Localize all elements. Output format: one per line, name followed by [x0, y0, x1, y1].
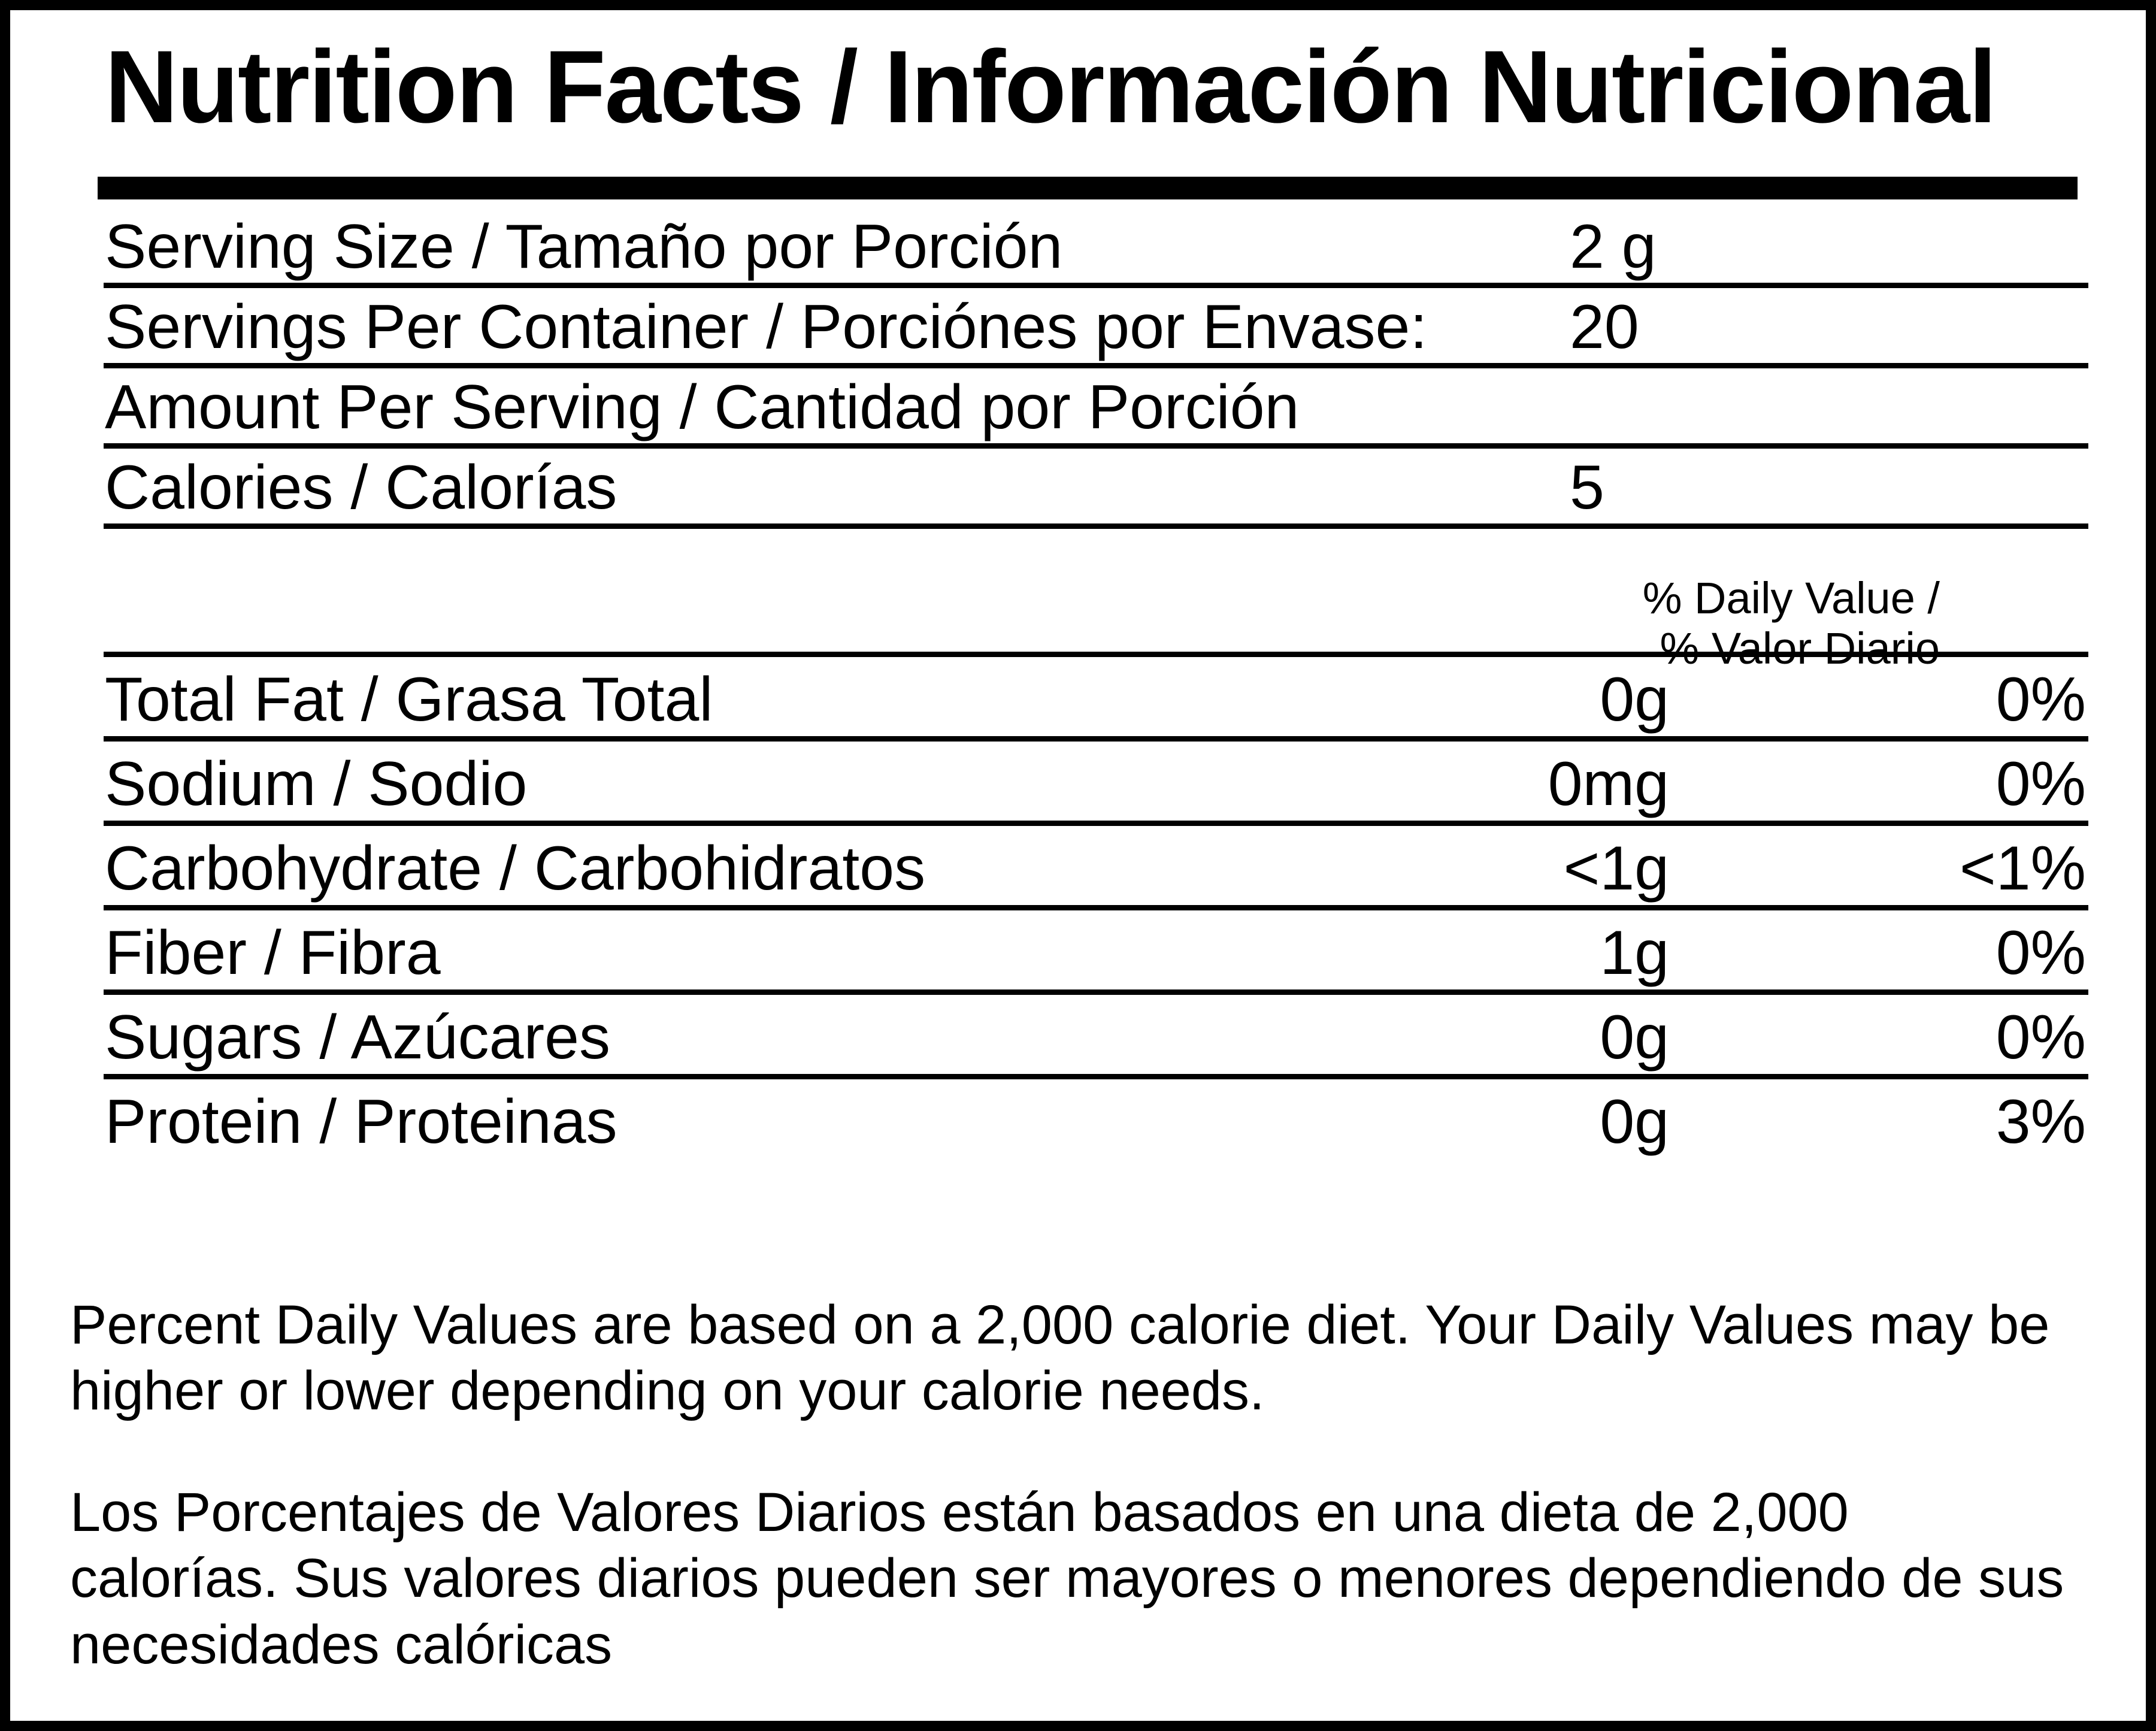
nutrient-name: Sodium / Sodio: [105, 749, 528, 819]
servings-per-container-row: Servings Per Container / Porciónes por E…: [104, 288, 2088, 368]
nutrient-amount: 0g: [1600, 665, 1669, 734]
serving-size-value: 2 g: [1570, 212, 1657, 282]
nutrient-daily-value: 0%: [1995, 749, 2086, 819]
amount-per-serving-label: Amount Per Serving / Cantidad por Porció…: [105, 373, 1300, 442]
nutrient-daily-value: 3%: [1995, 1087, 2086, 1157]
footnote-spanish: Los Porcentajes de Valores Diarios están…: [70, 1481, 2064, 1675]
nutrient-amount: 0g: [1600, 1003, 1669, 1072]
nutrient-amount: 0mg: [1548, 749, 1669, 819]
daily-value-header-line2: % Valor Diario: [1660, 623, 1940, 673]
footnote-english: Percent Daily Values are based on a 2,00…: [70, 1294, 2050, 1422]
table-row: Sodium / Sodio 0mg 0%: [104, 742, 2088, 826]
nutrition-table: Serving Size / Tamaño por Porción 2 g Se…: [104, 208, 2088, 1164]
nutrient-daily-value: 0%: [1995, 1003, 2086, 1072]
table-row: Protein / Proteinas 0g 3%: [104, 1079, 2088, 1164]
serving-size-label: Serving Size / Tamaño por Porción: [105, 212, 1063, 282]
label-inner: Nutrition Facts / Información Nutriciona…: [10, 10, 2146, 1721]
nutrient-name: Total Fat / Grasa Total: [105, 665, 713, 734]
nutrient-amount: 0g: [1600, 1087, 1669, 1157]
daily-value-header-row: % Daily Value / % Valor Diario: [104, 529, 2088, 673]
nutrient-daily-value: 0%: [1995, 665, 2086, 734]
nutrient-daily-value: <1%: [1959, 834, 2086, 903]
calories-label: Calories / Calorías: [105, 453, 617, 522]
serving-size-row: Serving Size / Tamaño por Porción 2 g: [104, 208, 2088, 288]
servings-per-container-label: Servings Per Container / Porciónes por E…: [105, 292, 1428, 362]
table-row: Carbohydrate / Carbohidratos <1g <1%: [104, 826, 2088, 910]
page-title: Nutrition Facts / Información Nutriciona…: [105, 29, 1997, 144]
table-row: Total Fat / Grasa Total 0g 0%: [104, 657, 2088, 742]
title-divider-bar: [98, 177, 2078, 199]
amount-per-serving-row: Amount Per Serving / Cantidad por Porció…: [104, 368, 2088, 449]
nutrient-name: Protein / Proteinas: [105, 1087, 617, 1157]
nutrient-name: Fiber / Fibra: [105, 918, 441, 988]
nutrient-amount: <1g: [1563, 834, 1669, 903]
daily-value-header: % Daily Value / % Valor Diario: [1643, 573, 1940, 673]
footnotes: Percent Daily Values are based on a 2,00…: [70, 1292, 2070, 1678]
table-row: Fiber / Fibra 1g 0%: [104, 910, 2088, 995]
nutrient-daily-value: 0%: [1995, 918, 2086, 988]
table-row: Sugars / Azúcares 0g 0%: [104, 995, 2088, 1079]
daily-value-header-line1: % Daily Value /: [1642, 573, 1940, 623]
nutrient-name: Sugars / Azúcares: [105, 1003, 610, 1072]
servings-per-container-value: 20: [1570, 292, 1639, 362]
nutrient-name: Carbohydrate / Carbohidratos: [105, 834, 926, 903]
calories-value: 5: [1570, 453, 1604, 522]
calories-row: Calories / Calorías 5: [104, 449, 2088, 529]
nutrient-amount: 1g: [1600, 918, 1669, 988]
